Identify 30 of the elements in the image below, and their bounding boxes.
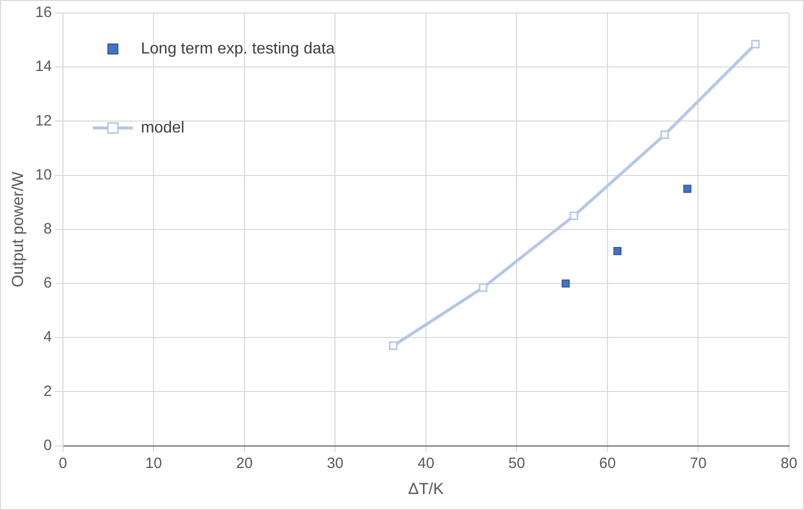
x-tick-label: 60 (599, 454, 616, 472)
y-tick-label: 6 (44, 274, 52, 292)
y-tick-label: 8 (44, 220, 52, 238)
point (683, 184, 692, 193)
y-tick-label: 10 (35, 166, 52, 184)
x-tick-label: 50 (508, 454, 526, 472)
x-tick-label: 10 (145, 454, 162, 472)
y-tick-label: 12 (35, 112, 52, 130)
x-tick-label: 40 (418, 454, 434, 472)
x-axis-title: ΔT/K (408, 480, 444, 498)
legend-label: model (140, 119, 184, 136)
point (570, 212, 578, 220)
y-axis-title: Output power/W (10, 170, 28, 288)
x-tick-label: 80 (780, 454, 798, 472)
point (562, 279, 570, 288)
y-tick-label: 2 (44, 382, 52, 400)
y-tick-label: 14 (35, 58, 52, 76)
y-tick-label: 0 (44, 436, 52, 454)
x-tick-label: 70 (690, 454, 707, 472)
x-tick-label: 0 (58, 454, 68, 472)
x-tick-label: 30 (326, 454, 344, 472)
point (613, 247, 622, 256)
y-tick-label: 4 (44, 328, 52, 346)
point (660, 130, 669, 140)
y-tick-label: 16 (35, 4, 52, 22)
point (478, 283, 488, 292)
x-tick-label: 20 (236, 454, 253, 472)
point (751, 40, 760, 48)
point (388, 341, 398, 350)
legend-label: Long term exp. testing data (140, 40, 335, 58)
